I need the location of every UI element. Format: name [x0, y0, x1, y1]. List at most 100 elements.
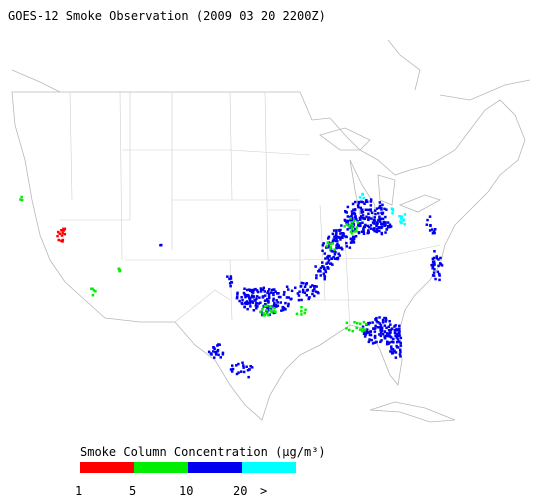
smoke-pixel: [359, 322, 362, 325]
smoke-pixel: [361, 208, 364, 211]
smoke-pixel: [402, 219, 405, 222]
smoke-pixel: [290, 289, 294, 293]
smoke-pixel: [321, 261, 324, 264]
smoke-pixel: [332, 255, 335, 259]
smoke-pixel: [327, 235, 331, 239]
smoke-pixel: [394, 324, 397, 327]
smoke-pixel: [366, 224, 369, 228]
smoke-pixel: [246, 307, 249, 311]
smoke-pixel: [272, 297, 275, 301]
smoke-pixel: [348, 328, 351, 332]
smoke-pixel: [264, 303, 267, 306]
smoke-pixel: [57, 238, 60, 242]
smoke-pixel: [261, 308, 264, 311]
smoke-pixel: [383, 330, 386, 333]
smoke-pixel: [244, 295, 247, 299]
smoke-pixel: [263, 294, 267, 297]
smoke-pixel: [286, 304, 290, 308]
smoke-pixel: [255, 289, 259, 292]
smoke-pixel: [375, 340, 378, 344]
smoke-pixel: [322, 242, 325, 245]
smoke-pixel: [379, 334, 383, 338]
smoke-pixel: [321, 265, 324, 268]
smoke-pixel: [322, 265, 325, 269]
smoke-pixel: [373, 330, 377, 333]
smoke-pixel: [335, 229, 338, 232]
smoke-pixel: [391, 351, 394, 355]
smoke-pixel: [270, 288, 274, 292]
smoke-pixel: [367, 216, 371, 219]
smoke-pixel: [364, 208, 368, 211]
smoke-pixel: [353, 230, 356, 233]
smoke-pixel: [360, 200, 363, 203]
smoke-pixel: [297, 294, 301, 297]
smoke-pixel: [369, 204, 373, 207]
smoke-pixel: [436, 270, 440, 274]
smoke-pixel: [373, 336, 377, 339]
smoke-pixel: [20, 198, 24, 202]
smoke-pixel: [348, 215, 352, 219]
smoke-pixel: [375, 224, 378, 227]
smoke-pixel: [270, 310, 273, 314]
smoke-pixel: [262, 305, 265, 308]
smoke-pixel: [339, 238, 342, 241]
smoke-pixel: [358, 224, 362, 227]
smoke-pixel: [252, 295, 256, 298]
smoke-pixel: [118, 269, 121, 273]
smoke-pixel: [300, 306, 303, 309]
smoke-pixel: [249, 299, 252, 303]
smoke-pixel: [384, 221, 387, 224]
smoke-pixel: [350, 210, 354, 213]
us-outline: [11, 91, 526, 421]
smoke-pixel: [301, 288, 305, 292]
smoke-pixel: [349, 217, 352, 220]
smoke-pixel: [285, 296, 289, 299]
smoke-pixel: [242, 364, 245, 367]
smoke-pixel: [334, 239, 338, 243]
smoke-pixel: [345, 221, 348, 224]
smoke-pixel: [431, 274, 435, 277]
smoke-pixel: [377, 212, 380, 215]
smoke-pixel: [351, 202, 355, 206]
smoke-pixel: [247, 375, 250, 379]
smoke-pixel: [428, 229, 432, 232]
smoke-pixel: [384, 316, 388, 320]
smoke-pixel: [373, 219, 377, 222]
smoke-pixel: [386, 226, 390, 229]
smoke-pixel: [300, 313, 303, 316]
smoke-pixel: [386, 340, 389, 343]
smoke-pixel: [333, 248, 336, 251]
smoke-pixel: [300, 281, 303, 285]
smoke-pixel: [340, 232, 344, 235]
smoke-pixel: [338, 254, 341, 257]
smoke-pixel: [287, 296, 290, 299]
smoke-pixel: [382, 220, 386, 224]
smoke-pixel: [261, 295, 265, 299]
smoke-pixel: [348, 246, 352, 249]
smoke-pixel: [357, 200, 361, 204]
smoke-pixel: [321, 249, 324, 252]
smoke-pixel: [346, 228, 349, 231]
smoke-pixel: [314, 290, 318, 293]
smoke-pixel: [357, 205, 360, 209]
smoke-pixel: [219, 356, 222, 359]
smoke-pixel: [381, 222, 385, 226]
smoke-pixel: [349, 218, 352, 222]
smoke-pixel: [371, 221, 375, 224]
smoke-pixel: [428, 215, 432, 218]
smoke-pixel: [327, 237, 330, 240]
smoke-pixel: [61, 231, 64, 235]
smoke-pixel: [388, 223, 392, 226]
smoke-pixel: [318, 268, 321, 272]
smoke-pixel: [399, 341, 402, 345]
smoke-pixel: [329, 247, 332, 251]
smoke-pixel: [356, 204, 360, 207]
smoke-pixel: [302, 282, 305, 285]
smoke-pixel: [381, 321, 385, 324]
map-title: GOES-12 Smoke Observation (2009 03 20 22…: [8, 9, 326, 23]
smoke-pixel: [229, 277, 233, 280]
smoke-pixel: [235, 296, 239, 300]
smoke-pixel: [213, 356, 216, 359]
smoke-pixel: [350, 232, 354, 235]
